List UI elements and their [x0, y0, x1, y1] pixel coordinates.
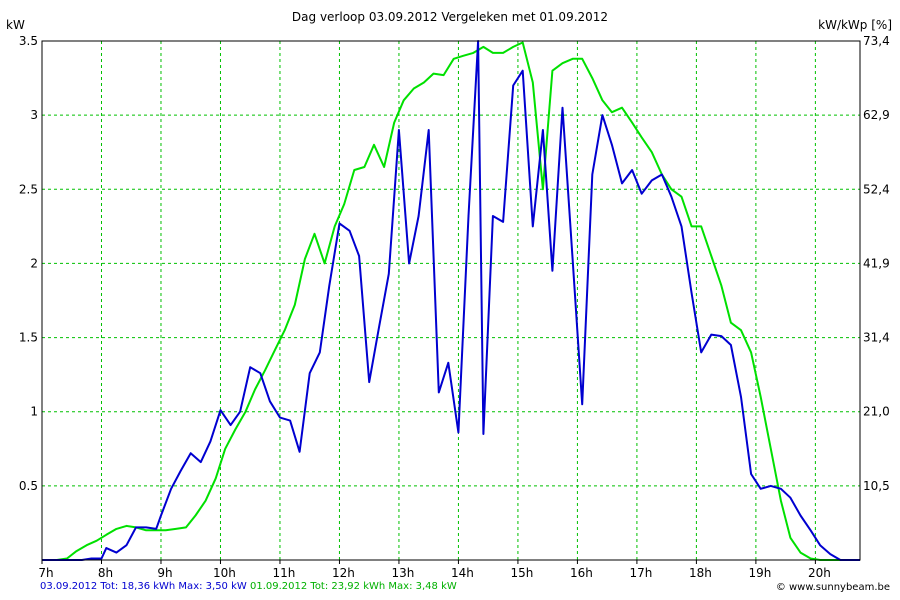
- credit-text: © www.sunnybeam.be: [775, 582, 890, 593]
- y-tick-label: 0.5: [19, 479, 38, 493]
- y2-tick-label: 52,4: [863, 182, 890, 196]
- y-tick-label: 1.5: [19, 331, 38, 345]
- right-axis-unit: kW/kWp [%]: [818, 18, 892, 32]
- y2-tick-label: 62,9: [863, 108, 890, 122]
- x-tick-label: 15h: [510, 566, 533, 580]
- legend-series-1: 03.09.2012 Tot: 18,36 kWh Max: 3,50 kW: [40, 581, 247, 592]
- x-tick-label: 11h: [273, 566, 296, 580]
- axes: 7h 8h 9h 10h 11h 12h 13h 14h 15h 16h 17h 18h 19h 20h 0…: [19, 34, 890, 580]
- left-axis-unit: kW: [6, 18, 25, 32]
- x-tick-label: 13h: [392, 566, 415, 580]
- series-line-01-09: [42, 41, 860, 561]
- y2-tick-label: 21,0: [863, 405, 890, 419]
- y2-tick-label: 73,4: [863, 34, 890, 48]
- x-tick-label: 8h: [98, 566, 113, 580]
- y-tick-label: 3.5: [19, 34, 38, 48]
- y-tick-label: 2.5: [19, 182, 38, 196]
- x-tick-label: 7h: [38, 566, 53, 580]
- x-tick-label: 18h: [689, 566, 712, 580]
- series-line-03-09: [42, 40, 860, 561]
- legend-series-2: 01.09.2012 Tot: 23,92 kWh Max: 3,48 kW: [249, 581, 457, 592]
- y2-tick-label: 31,4: [863, 331, 890, 345]
- y-tick-label: 1: [30, 405, 38, 419]
- x-tick-label: 10h: [213, 566, 236, 580]
- y-tick-label: 2: [30, 256, 38, 270]
- x-tick-label: 20h: [808, 566, 831, 580]
- x-tick-label: 9h: [157, 566, 172, 580]
- x-tick-label: 14h: [451, 566, 474, 580]
- grid: [42, 41, 860, 560]
- x-tick-label: 17h: [629, 566, 652, 580]
- y2-tick-label: 10,5: [863, 479, 890, 493]
- plot-frame: [41, 40, 861, 561]
- footer-legend: 03.09.2012 Tot: 18,36 kWh Max: 3,50 kW 0…: [40, 581, 457, 592]
- x-tick-label: 16h: [570, 566, 593, 580]
- y2-tick-label: 41,9: [863, 256, 890, 270]
- x-tick-label: 19h: [748, 566, 771, 580]
- series-group: [42, 40, 860, 561]
- y-tick-label: 3: [30, 108, 38, 122]
- chart-title: Dag verloop 03.09.2012 Vergeleken met 01…: [291, 10, 609, 24]
- x-tick-label: 12h: [332, 566, 355, 580]
